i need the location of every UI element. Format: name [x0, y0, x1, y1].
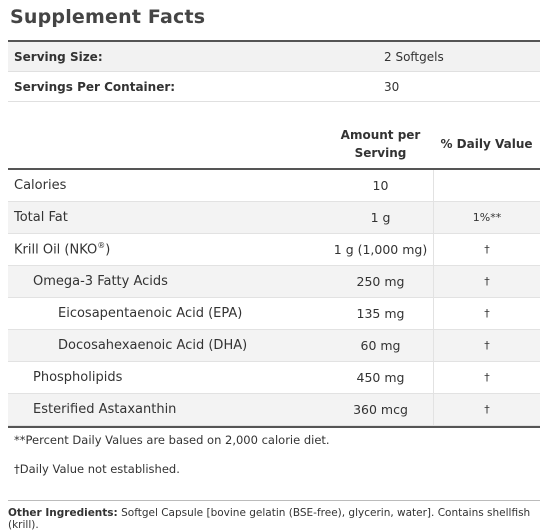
- nutrient-name: Calories: [14, 178, 67, 193]
- other-ingredients: Other Ingredients: Softgel Capsule [bovi…: [8, 500, 540, 531]
- serving-size-label: Serving Size:: [14, 49, 103, 64]
- nutrient-name: Total Fat: [14, 210, 68, 225]
- nutrient-amount: 1 g (1,000 mg): [333, 242, 428, 257]
- nutrient-row-calories: Calories 10: [8, 170, 540, 202]
- nutrient-dv: 1%**: [433, 202, 540, 233]
- nutrient-row-phospholipids: Phospholipids 450 mg †: [8, 362, 540, 394]
- page-title: Supplement Facts: [10, 6, 206, 28]
- nutrient-dv: †: [433, 362, 540, 393]
- nutrient-name: Krill Oil (NKO®): [8, 241, 328, 257]
- nutrient-dv: †: [433, 394, 540, 425]
- nutrient-amount: 450 mg: [356, 370, 405, 385]
- nutrient-dv: †: [433, 266, 540, 297]
- nutrient-name: Docosahexaenoic Acid (DHA): [58, 338, 248, 353]
- footnote-dv-not-established: †Daily Value not established.: [14, 462, 180, 476]
- registered-mark: ®: [97, 241, 106, 251]
- nutrient-row-total-fat: Total Fat 1 g 1%**: [8, 202, 540, 234]
- nutrient-row-omega-3: Omega-3 Fatty Acids 250 mg †: [8, 266, 540, 298]
- other-ingredients-label: Other Ingredients:: [8, 507, 118, 519]
- nutrient-amount: 135 mg: [356, 306, 405, 321]
- nutrient-header-row: Amount per Serving % Daily Value: [8, 120, 540, 170]
- nutrient-dv: [433, 170, 540, 201]
- nutrient-name: Omega-3 Fatty Acids: [33, 274, 168, 289]
- servings-per-container-row: Servings Per Container: 30: [8, 72, 540, 102]
- nutrient-amount: 360 mcg: [353, 402, 408, 417]
- nutrient-amount: 10: [372, 178, 389, 193]
- table-end-rule: [8, 426, 540, 428]
- header-amount: Amount per Serving: [340, 128, 421, 160]
- footnote-percent-dv: **Percent Daily Values are based on 2,00…: [14, 433, 330, 447]
- serving-size-row: Serving Size: 2 Softgels: [8, 42, 540, 72]
- header-daily-value: % Daily Value: [440, 137, 533, 151]
- nutrient-amount: 250 mg: [356, 274, 405, 289]
- nutrient-row-dha: Docosahexaenoic Acid (DHA) 60 mg †: [8, 330, 540, 362]
- nutrient-name: Eicosapentaenoic Acid (EPA): [58, 306, 243, 321]
- nutrient-name-text: Krill Oil (NKO: [14, 242, 98, 258]
- nutrient-amount: 1 g: [370, 210, 391, 225]
- nutrient-row-epa: Eicosapentaenoic Acid (EPA) 135 mg †: [8, 298, 540, 330]
- nutrient-name-suffix: ): [105, 242, 111, 258]
- nutrient-amount: 60 mg: [360, 338, 401, 353]
- serving-table: Serving Size: 2 Softgels Servings Per Co…: [8, 40, 540, 102]
- nutrient-row-astaxanthin: Esterified Astaxanthin 360 mcg †: [8, 394, 540, 426]
- nutrient-dv: †: [433, 234, 540, 265]
- servings-per-container-value: 30: [384, 79, 400, 94]
- nutrient-name: Phospholipids: [33, 370, 123, 385]
- nutrient-dv: †: [433, 330, 540, 361]
- nutrient-name: Esterified Astaxanthin: [33, 402, 177, 417]
- nutrient-table: Amount per Serving % Daily Value Calorie…: [8, 120, 540, 428]
- nutrient-row-krill-oil: Krill Oil (NKO®) 1 g (1,000 mg) †: [8, 234, 540, 266]
- serving-size-value: 2 Softgels: [384, 49, 444, 64]
- nutrient-dv: †: [433, 298, 540, 329]
- servings-per-container-label: Servings Per Container:: [14, 79, 176, 94]
